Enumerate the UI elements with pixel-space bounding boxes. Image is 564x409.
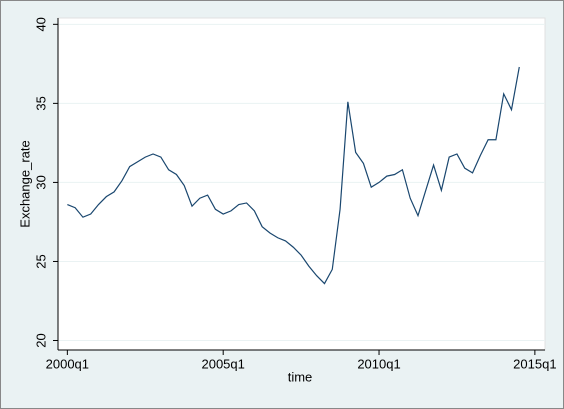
y-tick-label: 20 (33, 333, 48, 347)
x-tick-label: 2015q1 (513, 356, 556, 371)
x-tick-label: 2005q1 (201, 356, 244, 371)
x-tick-label: 2010q1 (357, 356, 400, 371)
y-axis-label: Exchange_rate (17, 140, 32, 227)
y-tick-label: 25 (33, 254, 48, 268)
y-tick-label: 35 (33, 96, 48, 110)
data-line (67, 66, 520, 285)
y-tick-label: 30 (33, 175, 48, 189)
y-tick-label: 40 (33, 17, 48, 31)
x-tick-label: 2000q1 (46, 356, 89, 371)
plot-region (57, 17, 546, 351)
x-axis-label: time (288, 369, 313, 384)
